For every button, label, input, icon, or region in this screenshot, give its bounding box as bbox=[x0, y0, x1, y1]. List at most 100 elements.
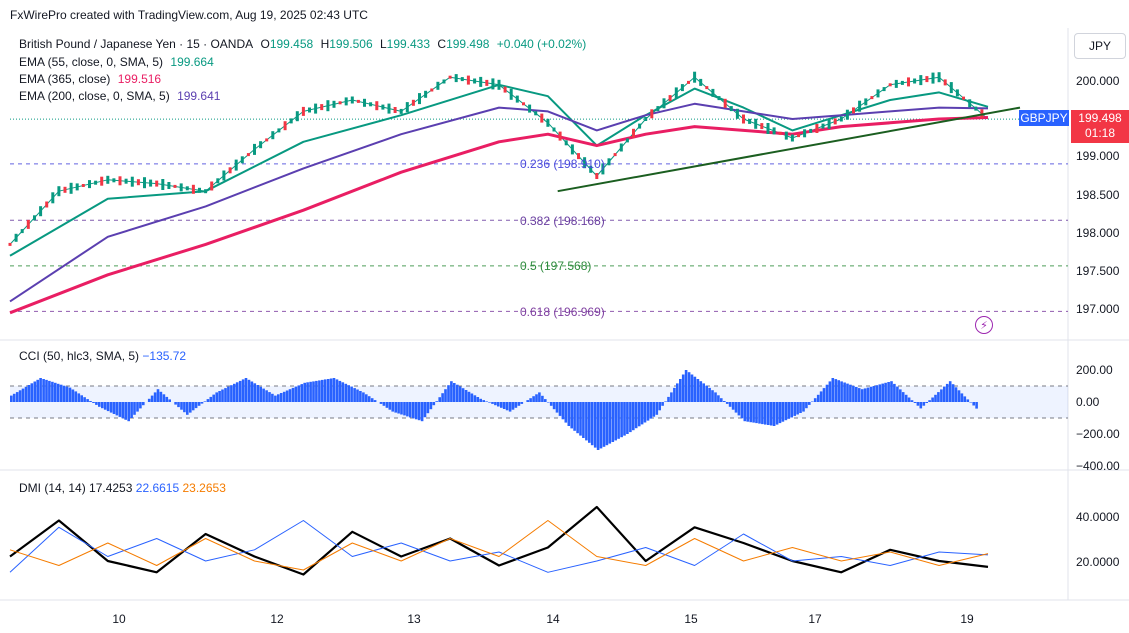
candle bbox=[63, 186, 67, 193]
candle bbox=[155, 180, 159, 187]
cci-histogram-bar bbox=[620, 402, 623, 438]
cci-histogram-bar bbox=[356, 389, 359, 402]
cci-histogram-bar bbox=[174, 402, 177, 405]
candle bbox=[466, 75, 470, 85]
candle bbox=[534, 111, 538, 116]
ohlc-close: C199.498 bbox=[437, 37, 490, 51]
cci-histogram-bar bbox=[957, 390, 961, 402]
candle bbox=[136, 179, 140, 186]
cci-histogram-bar bbox=[379, 402, 383, 404]
cci-histogram-bar bbox=[45, 379, 48, 402]
cci-histogram-bar bbox=[778, 402, 782, 424]
candle bbox=[968, 99, 972, 108]
candle bbox=[888, 83, 892, 87]
cci-histogram-bar bbox=[541, 395, 544, 402]
candle bbox=[864, 98, 868, 106]
candle bbox=[821, 123, 825, 129]
cci-histogram-bar bbox=[681, 374, 685, 402]
candle bbox=[711, 88, 715, 97]
candle bbox=[540, 113, 544, 123]
cci-histogram-bar bbox=[127, 402, 130, 422]
cci-histogram-bar bbox=[517, 402, 521, 406]
cci-histogram-bar bbox=[544, 399, 547, 402]
candle bbox=[577, 153, 580, 160]
candle bbox=[418, 93, 421, 105]
currency-button[interactable]: JPY bbox=[1074, 33, 1126, 59]
dmi-legend[interactable]: DMI (14, 14) 17.4253 22.6615 23.2653 bbox=[19, 481, 226, 495]
cci-histogram-bar bbox=[605, 402, 609, 446]
candle bbox=[772, 127, 776, 135]
price-tick: 197.500 bbox=[1076, 264, 1120, 278]
cci-histogram-bar bbox=[458, 386, 462, 402]
candle bbox=[693, 71, 697, 83]
lightning-alert-icon[interactable]: ⚡ bbox=[975, 316, 993, 334]
cci-tick: 0.00 bbox=[1076, 395, 1100, 409]
candle bbox=[852, 107, 855, 114]
cci-histogram-bar bbox=[846, 383, 849, 402]
cci-histogram-bar bbox=[579, 402, 582, 436]
cci-histogram-bar bbox=[928, 400, 931, 402]
symbol-name: British Pound / Japanese Yen · 15 · OAND… bbox=[19, 37, 254, 51]
cci-histogram-bar bbox=[772, 402, 776, 426]
cci-histogram-bar bbox=[95, 402, 98, 405]
cci-histogram-bar bbox=[960, 393, 964, 402]
cci-histogram-bar bbox=[294, 386, 298, 402]
candle bbox=[766, 123, 770, 134]
candle bbox=[301, 106, 305, 116]
candle bbox=[882, 87, 886, 92]
cci-histogram-bar bbox=[54, 382, 57, 402]
candle bbox=[674, 87, 678, 99]
cci-histogram-bar bbox=[285, 390, 289, 402]
cci-histogram-bar bbox=[388, 402, 392, 410]
cci-histogram-bar bbox=[632, 402, 635, 431]
candle bbox=[88, 180, 91, 189]
cci-histogram-bar bbox=[274, 395, 277, 402]
cci-histogram-bar bbox=[790, 402, 793, 418]
cci-histogram-bar bbox=[51, 381, 54, 402]
candle bbox=[644, 117, 648, 121]
cci-histogram-bar bbox=[526, 400, 529, 402]
plus-di-line bbox=[9, 520, 989, 573]
cci-histogram-bar bbox=[869, 386, 873, 402]
cci-histogram-bar bbox=[699, 381, 703, 402]
price-tick: 198.000 bbox=[1076, 226, 1120, 240]
cci-histogram-bar bbox=[86, 399, 89, 402]
candle bbox=[430, 88, 434, 92]
bar-countdown: 01:18 bbox=[1084, 126, 1116, 140]
cci-histogram-bar bbox=[934, 394, 937, 402]
cci-histogram-bar bbox=[508, 402, 512, 412]
symbol-legend[interactable]: British Pound / Japanese Yen · 15 · OAND… bbox=[19, 37, 590, 51]
candle bbox=[234, 159, 238, 171]
cci-histogram-bar bbox=[725, 402, 729, 404]
time-tick: 13 bbox=[407, 612, 421, 626]
cci-histogram-bar bbox=[857, 388, 861, 402]
cci-histogram-bar bbox=[150, 395, 154, 402]
cci-histogram-bar bbox=[811, 401, 814, 402]
cci-histogram-bar bbox=[969, 402, 972, 403]
cci-histogram-bar bbox=[385, 402, 389, 408]
cci-histogram-bar bbox=[708, 387, 711, 402]
cci-legend[interactable]: CCI (50, hlc3, SMA, 5) −135.72 bbox=[19, 349, 186, 363]
cci-histogram-bar bbox=[593, 402, 597, 448]
candle bbox=[815, 124, 819, 133]
candle bbox=[784, 131, 788, 140]
dmi-tick: 20.0000 bbox=[1076, 555, 1120, 569]
ema365-legend[interactable]: EMA (365, close) 199.516 bbox=[19, 72, 165, 86]
cci-histogram-bar bbox=[338, 380, 342, 402]
ema200-legend[interactable]: EMA (200, close, 0, SMA, 5) 199.641 bbox=[19, 89, 224, 103]
cci-histogram-bar bbox=[890, 381, 893, 402]
cci-histogram-bar bbox=[212, 394, 215, 402]
cci-histogram-bar bbox=[118, 402, 122, 417]
candle bbox=[277, 128, 281, 133]
candle bbox=[650, 109, 654, 119]
ema55-legend[interactable]: EMA (55, close, 0, SMA, 5) 199.664 bbox=[19, 55, 218, 69]
candle bbox=[191, 184, 195, 194]
candle bbox=[320, 104, 324, 111]
cci-histogram-bar bbox=[297, 385, 301, 402]
cci-histogram-bar bbox=[42, 379, 45, 402]
cci-histogram-bar bbox=[687, 372, 691, 402]
cci-histogram-bar bbox=[564, 402, 568, 423]
cci-histogram-bar bbox=[412, 402, 415, 419]
cci-histogram-bar bbox=[303, 382, 306, 402]
